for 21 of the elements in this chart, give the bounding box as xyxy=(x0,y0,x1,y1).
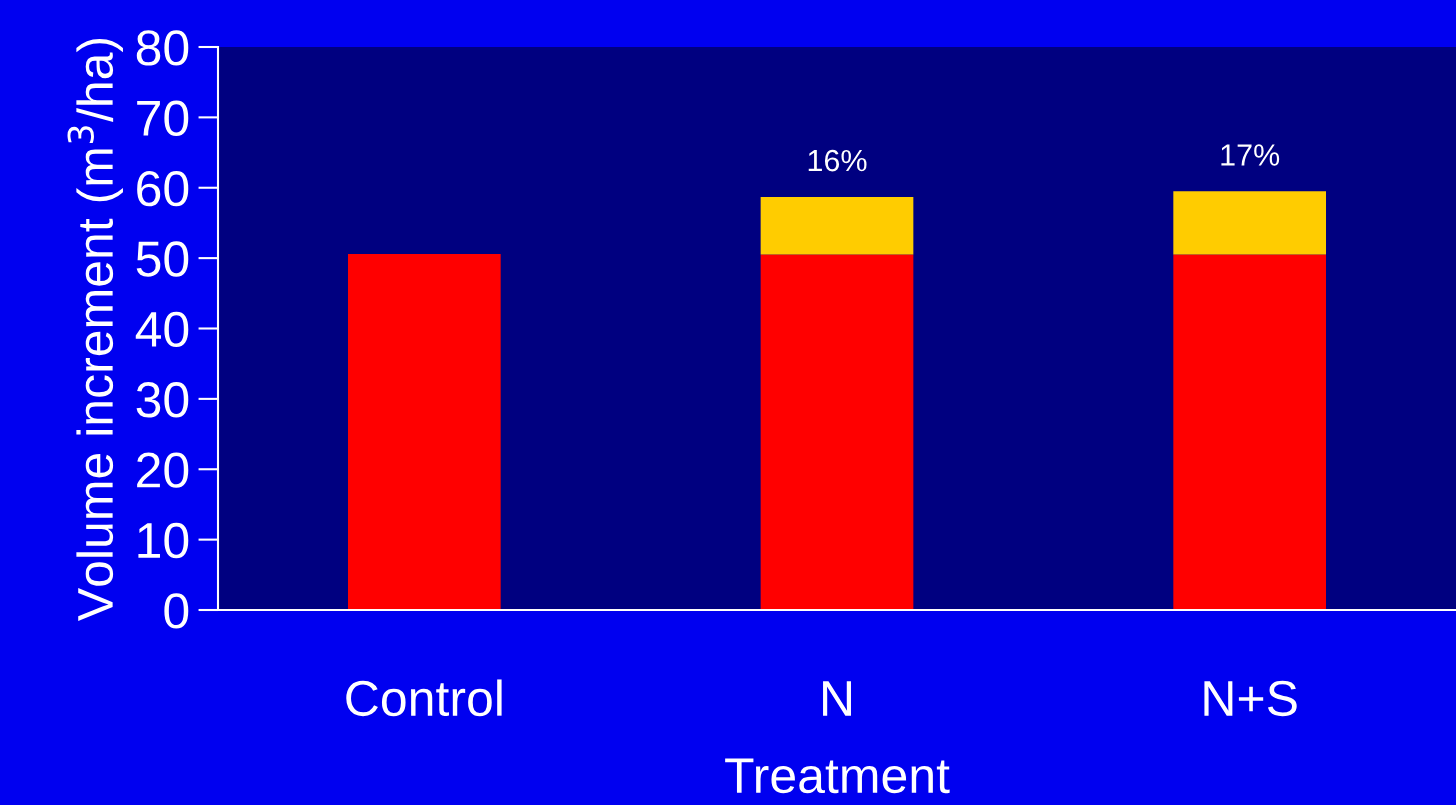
x-axis-title: Treatment xyxy=(725,758,950,794)
bar xyxy=(347,253,501,610)
y-tick-label: 70 xyxy=(137,100,189,136)
bar xyxy=(760,254,914,610)
annotation: 16% xyxy=(808,149,867,172)
y-tick-label: 40 xyxy=(135,311,189,348)
bar xyxy=(760,196,914,255)
y-tick-label: 80 xyxy=(136,30,189,66)
y-tick-label: 60 xyxy=(137,170,189,207)
y-tick-label: 20 xyxy=(137,452,189,488)
x-tick-label: Control xyxy=(346,679,502,717)
y-tick-label: 0 xyxy=(164,593,189,629)
bar xyxy=(1173,191,1327,255)
x-tick-label: N xyxy=(823,681,851,716)
y-tick-label: 30 xyxy=(136,382,189,418)
annotation: 17% xyxy=(1221,144,1280,166)
y-tick-label: 10 xyxy=(138,522,189,559)
bar xyxy=(1173,254,1327,610)
x-tick-label: N+S xyxy=(1204,680,1297,717)
y-axis-title: Volume increment (m$^{3}$/ha) xyxy=(67,38,123,622)
y-tick-label: 50 xyxy=(136,241,189,277)
